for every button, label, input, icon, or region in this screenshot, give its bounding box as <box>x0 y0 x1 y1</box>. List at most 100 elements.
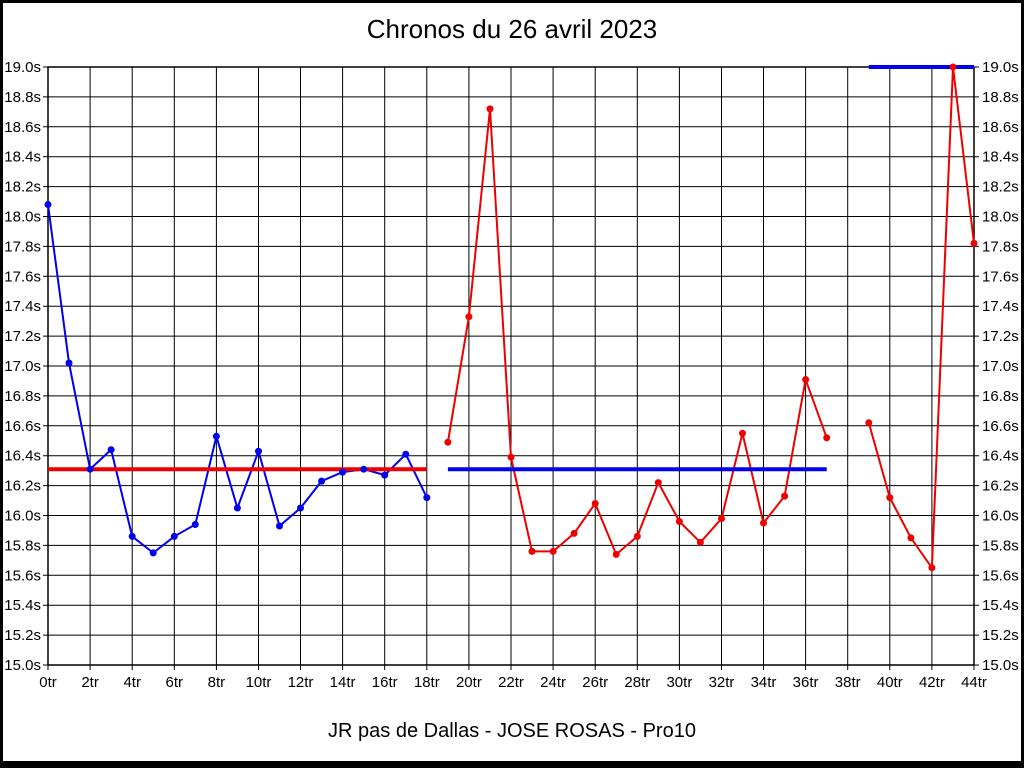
red-series-part1-point <box>718 515 725 522</box>
x-tick-label: 18tr <box>414 674 440 691</box>
blue-series-point <box>170 532 178 540</box>
y-tick-label-right: 15.2s <box>982 627 1019 644</box>
y-tick-label-left: 16.2s <box>4 478 41 495</box>
x-tick-label: 12tr <box>288 674 314 691</box>
grid <box>43 66 979 670</box>
y-tick-label-left: 17.8s <box>4 238 41 255</box>
axis-tick-labels: 15.0s 15.0s 15.2s 15.2s 15.4s 15.4s 15.6s 15.6s… <box>4 59 1018 691</box>
y-tick-label-right: 19.0s <box>982 59 1019 76</box>
y-tick-label-right: 17.0s <box>982 358 1019 375</box>
y-tick-label-left: 15.6s <box>4 567 41 584</box>
blue-series-point <box>233 504 241 512</box>
x-tick-label: 44tr <box>961 674 987 691</box>
y-tick-label-right: 18.4s <box>982 149 1019 166</box>
blue-series-point <box>212 432 220 440</box>
x-tick-label: 24tr <box>540 674 566 691</box>
x-tick-label: 22tr <box>498 674 524 691</box>
blue-series-point <box>381 471 389 479</box>
blue-series-point <box>402 450 410 458</box>
blue-series-point <box>255 447 262 455</box>
y-tick-label-right: 15.4s <box>982 597 1019 614</box>
red-series-part1-point <box>612 550 620 558</box>
y-tick-label-left: 15.0s <box>4 657 41 674</box>
y-tick-label-right: 15.8s <box>982 537 1019 554</box>
blue-series-point <box>297 504 304 512</box>
y-tick-label-left: 17.0s <box>4 358 41 375</box>
y-tick-label-right: 17.8s <box>982 238 1019 255</box>
blue-series-point <box>276 522 283 530</box>
red-series-part1-point <box>823 434 831 442</box>
red-series-part1-point <box>633 532 641 540</box>
x-tick-label: 40tr <box>877 674 903 691</box>
y-tick-label-right: 15.0s <box>982 657 1019 674</box>
x-tick-label: 26tr <box>582 674 608 691</box>
red-series-part1-point <box>465 313 473 321</box>
y-tick-label-left: 16.8s <box>4 388 41 405</box>
y-tick-label-left: 17.2s <box>4 328 41 345</box>
x-tick-label: 30tr <box>666 674 692 691</box>
y-tick-label-right: 17.6s <box>982 268 1019 285</box>
x-tick-label: 36tr <box>793 674 819 691</box>
red-series-part1-point <box>760 519 767 527</box>
red-series-part1-point <box>507 453 515 461</box>
blue-series-point <box>149 549 157 557</box>
y-tick-label-left: 18.6s <box>4 119 41 136</box>
red-series-part1-point <box>528 547 536 555</box>
blue-series-line <box>47 204 428 555</box>
red-series-part1-point <box>486 105 494 113</box>
blue-series-point <box>318 477 326 485</box>
y-tick-label-left: 17.4s <box>4 298 41 315</box>
y-tick-label-left: 15.4s <box>4 597 41 614</box>
x-tick-label: 6tr <box>166 674 184 691</box>
red-series-part1-point <box>654 479 662 487</box>
blue-series-point <box>360 465 368 473</box>
y-tick-label-left: 16.0s <box>4 508 41 525</box>
y-tick-label-right: 17.4s <box>982 298 1019 315</box>
y-tick-label-right: 18.6s <box>982 119 1019 136</box>
blue-series-point <box>86 465 94 473</box>
x-tick-label: 16tr <box>372 674 398 691</box>
blue-series-point <box>423 494 431 502</box>
blue-series-point <box>339 468 347 476</box>
y-tick-label-right: 18.2s <box>982 179 1019 196</box>
red-series-part2-point <box>886 494 894 502</box>
x-tick-label: 42tr <box>919 674 945 691</box>
x-tick-label: 8tr <box>208 674 226 691</box>
red-series-part2-point <box>970 239 978 247</box>
red-series-part2-point <box>928 564 936 572</box>
red-series-part2-line <box>867 66 975 571</box>
y-tick-label-left: 15.8s <box>4 537 41 554</box>
y-tick-label-right: 16.8s <box>982 388 1019 405</box>
blue-series-point <box>65 359 73 367</box>
y-tick-label-left: 18.2s <box>4 179 41 196</box>
y-tick-label-left: 16.6s <box>4 418 41 435</box>
x-tick-label: 38tr <box>835 674 861 691</box>
x-tick-label: 28tr <box>624 674 650 691</box>
y-tick-label-right: 17.2s <box>982 328 1019 345</box>
red-series-part1-point <box>675 518 683 525</box>
x-tick-label: 4tr <box>123 674 141 691</box>
red-series-part2-point <box>907 534 915 542</box>
red-series-part1-point <box>591 500 599 507</box>
y-tick-label-right: 18.8s <box>982 89 1019 106</box>
red-series-part1-point <box>802 376 810 383</box>
x-tick-label: 20tr <box>456 674 482 691</box>
x-tick-label: 0tr <box>39 674 57 691</box>
blue-series-point <box>191 521 199 528</box>
x-tick-label: 32tr <box>709 674 735 691</box>
y-tick-label-right: 15.6s <box>982 567 1019 584</box>
y-tick-label-right: 16.6s <box>982 418 1019 435</box>
y-tick-label-left: 18.0s <box>4 209 41 226</box>
red-series-part1-point <box>781 492 789 500</box>
x-tick-label: 14tr <box>330 674 356 691</box>
red-series-part2-point <box>865 419 873 427</box>
red-series-part1-point <box>444 438 452 446</box>
blue-series-point <box>44 201 52 208</box>
y-tick-label-left: 19.0s <box>4 59 41 76</box>
x-tick-label: 10tr <box>246 674 272 691</box>
red-series-part2-point <box>949 63 957 71</box>
blue-series-point <box>128 532 136 540</box>
